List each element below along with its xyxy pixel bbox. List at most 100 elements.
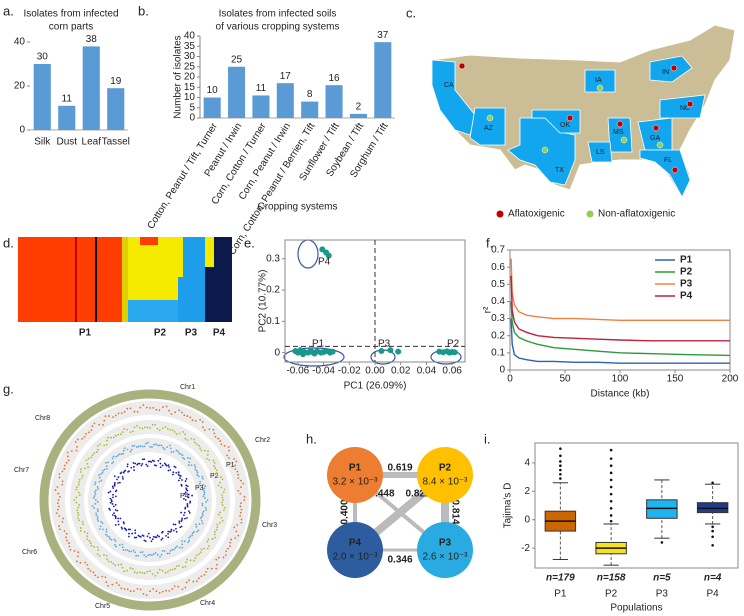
track-point bbox=[121, 476, 124, 478]
track-point bbox=[221, 504, 224, 506]
track-point bbox=[87, 466, 90, 468]
track-point bbox=[189, 535, 192, 538]
y-tick-label: 0.6 bbox=[491, 262, 505, 273]
track-point bbox=[114, 517, 117, 520]
outlier bbox=[609, 471, 613, 475]
track-point bbox=[134, 532, 137, 534]
track-point bbox=[165, 534, 167, 537]
track-point bbox=[147, 441, 149, 444]
track-point bbox=[156, 427, 159, 430]
x-tick-label: P4 bbox=[707, 589, 720, 600]
track-point bbox=[181, 546, 184, 549]
track-point bbox=[122, 549, 125, 551]
bar bbox=[107, 88, 125, 130]
track-point bbox=[220, 516, 223, 519]
track-point bbox=[97, 576, 99, 579]
track-point bbox=[115, 455, 117, 458]
bar bbox=[374, 42, 392, 118]
track-point bbox=[152, 406, 155, 409]
track-point bbox=[105, 530, 108, 533]
track-point bbox=[93, 422, 96, 425]
track-point bbox=[134, 462, 137, 465]
track-point bbox=[171, 568, 174, 571]
track-point bbox=[242, 482, 245, 485]
track-point bbox=[240, 486, 242, 489]
track-point bbox=[91, 454, 94, 457]
track-point bbox=[109, 501, 112, 504]
track-point bbox=[91, 425, 94, 428]
track-point bbox=[109, 537, 111, 540]
track-point bbox=[100, 520, 102, 523]
track-point bbox=[175, 565, 178, 568]
network-node bbox=[417, 522, 473, 578]
track-point bbox=[133, 410, 136, 413]
track-point bbox=[159, 555, 161, 558]
track-point bbox=[101, 522, 104, 525]
edge-label: 0.822 bbox=[405, 489, 430, 500]
track-point bbox=[205, 457, 208, 460]
track-point bbox=[160, 444, 163, 447]
track-point bbox=[96, 508, 99, 511]
track-point bbox=[181, 543, 184, 546]
track-point bbox=[117, 476, 120, 478]
track-point bbox=[187, 496, 190, 499]
track-point bbox=[156, 571, 159, 574]
x-tick-label: Leaf bbox=[82, 137, 102, 148]
track-point bbox=[225, 550, 228, 553]
track-point bbox=[119, 433, 122, 436]
track-point bbox=[193, 438, 195, 441]
track-point bbox=[222, 499, 224, 501]
track-point bbox=[58, 473, 61, 475]
track-point bbox=[163, 550, 166, 552]
node-name: P4 bbox=[349, 538, 362, 549]
track-point bbox=[132, 549, 135, 552]
track-point bbox=[104, 415, 107, 418]
track-point bbox=[118, 584, 120, 587]
track-point bbox=[197, 529, 200, 532]
track-point bbox=[173, 585, 176, 587]
track-point bbox=[175, 471, 178, 474]
track-point bbox=[117, 412, 120, 415]
track-point bbox=[86, 538, 89, 541]
x-axis-label: Cropping systems bbox=[257, 202, 337, 213]
track-point bbox=[177, 479, 180, 482]
legend-label: P1 bbox=[680, 255, 693, 266]
track-point bbox=[217, 513, 220, 516]
track-point bbox=[178, 409, 181, 412]
track-label: P2 bbox=[210, 473, 219, 480]
y-tick-label: 10 bbox=[184, 92, 196, 103]
y-tick-label: 5 bbox=[189, 102, 195, 113]
value-label: 10 bbox=[207, 85, 219, 96]
ancestry-block bbox=[128, 300, 178, 322]
track-point bbox=[61, 480, 64, 483]
track-point bbox=[145, 442, 147, 445]
track-point bbox=[168, 409, 170, 412]
track-point bbox=[86, 563, 89, 566]
track-point bbox=[113, 481, 116, 484]
outlier bbox=[559, 472, 562, 476]
track-point bbox=[96, 445, 99, 447]
track-point bbox=[83, 435, 86, 438]
track-point bbox=[121, 546, 124, 549]
bar bbox=[203, 97, 221, 118]
legend-label: Aflatoxigenic bbox=[508, 209, 565, 220]
track-point bbox=[221, 501, 223, 504]
track-point bbox=[61, 483, 63, 486]
track-point bbox=[146, 426, 149, 429]
track-label: P3 bbox=[195, 485, 204, 492]
track-point bbox=[195, 580, 198, 583]
track-point bbox=[138, 426, 141, 429]
track-point bbox=[188, 579, 190, 582]
track-point bbox=[161, 590, 164, 593]
track-point bbox=[109, 497, 112, 500]
annotation: P4 bbox=[318, 257, 331, 268]
track-point bbox=[131, 430, 134, 433]
y-axis-label: r² bbox=[483, 306, 494, 313]
track-point bbox=[212, 459, 215, 462]
track-point bbox=[180, 511, 183, 514]
x-tick-label: 0.04 bbox=[417, 366, 437, 377]
track-point bbox=[75, 501, 78, 504]
track-point bbox=[74, 441, 77, 443]
track-point bbox=[217, 437, 220, 440]
